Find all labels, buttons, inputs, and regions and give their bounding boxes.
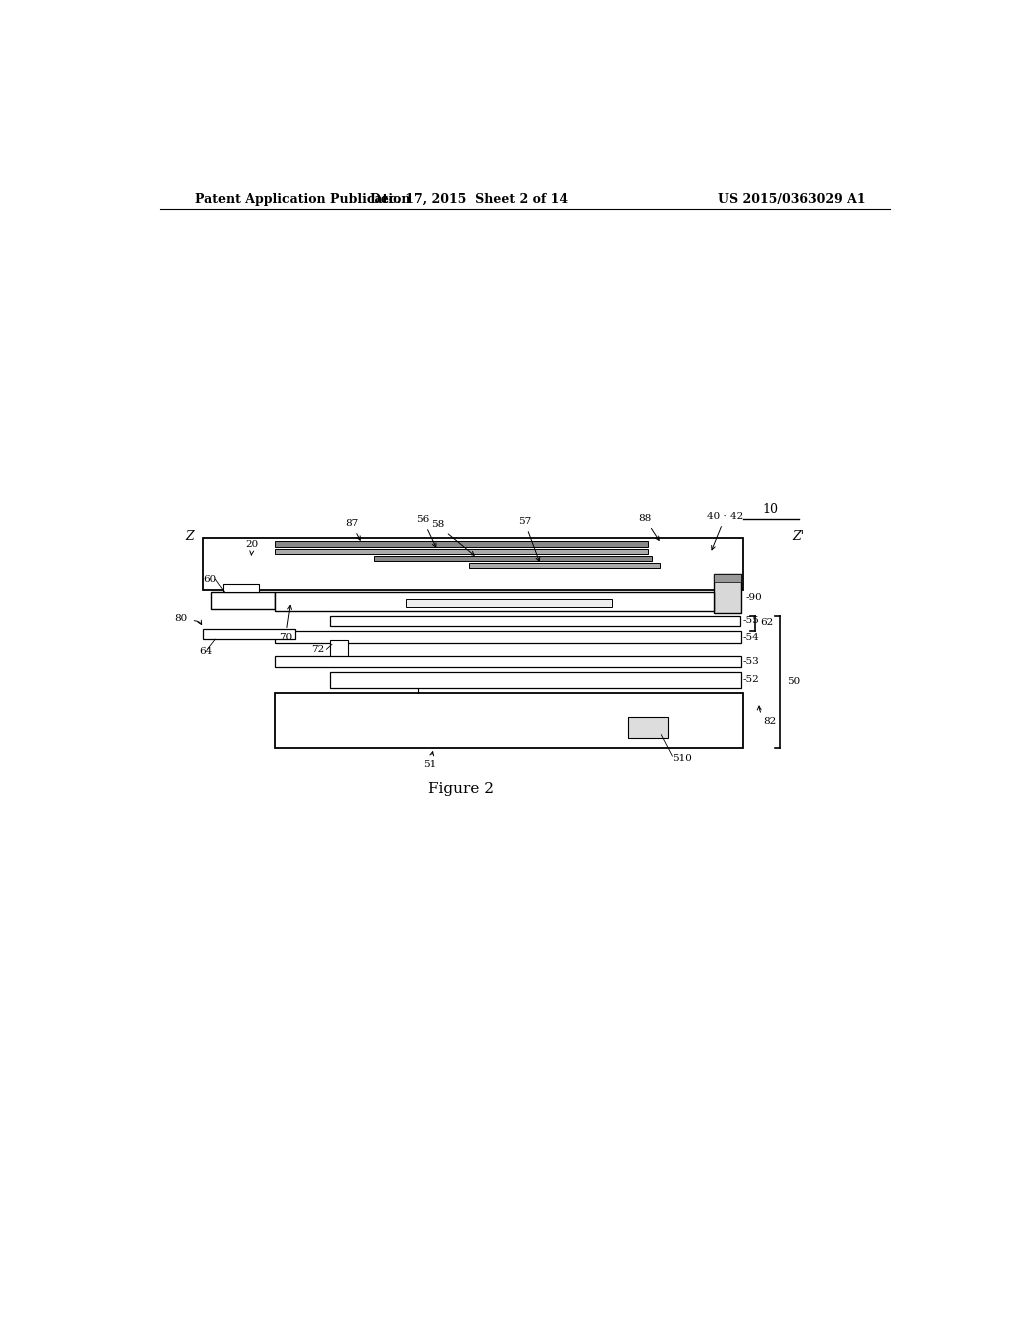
Bar [274,631,740,643]
Text: Figure 2: Figure 2 [428,781,495,796]
Text: US 2015/0363029 A1: US 2015/0363029 A1 [719,193,866,206]
Text: Dec. 17, 2015  Sheet 2 of 14: Dec. 17, 2015 Sheet 2 of 14 [371,193,568,206]
Text: 80: 80 [174,614,187,623]
Bar [714,574,740,582]
Text: -52: -52 [743,676,760,684]
Bar [274,656,740,667]
Text: -54: -54 [743,632,760,642]
Text: 58: 58 [431,520,474,556]
Text: -53: -53 [743,657,760,667]
Text: 62: 62 [761,618,774,627]
Bar [204,630,295,639]
Text: 50: 50 [786,677,800,686]
Text: 40 · 42: 40 · 42 [708,512,743,550]
Bar [714,574,740,612]
Bar [204,537,743,590]
Bar [374,556,651,561]
Text: -90: -90 [745,593,762,602]
Bar [406,598,612,607]
Text: 510: 510 [673,754,692,763]
Text: 56: 56 [417,515,436,548]
Text: 57: 57 [518,517,540,561]
Text: 88: 88 [639,515,659,540]
Bar [223,585,259,593]
Text: 60: 60 [204,574,217,583]
Text: 87: 87 [345,519,360,540]
Bar [211,593,274,609]
Text: Patent Application Publication: Patent Application Publication [196,193,411,206]
Text: 64: 64 [200,647,213,656]
Text: 72: 72 [311,645,325,653]
Text: Z: Z [185,531,195,543]
Text: 82: 82 [757,706,776,726]
Bar [331,615,740,626]
Bar [469,562,659,568]
Text: -55: -55 [743,616,760,626]
Bar [628,718,668,738]
Text: 51: 51 [423,751,436,770]
Bar [274,549,648,554]
Bar [331,640,348,663]
Text: Z': Z' [793,531,805,543]
Bar [274,693,743,748]
Text: 20: 20 [246,540,259,554]
Bar [331,672,740,688]
Bar [274,541,648,546]
Bar [274,593,714,611]
Text: 10: 10 [763,503,779,516]
Text: 70: 70 [279,606,292,642]
